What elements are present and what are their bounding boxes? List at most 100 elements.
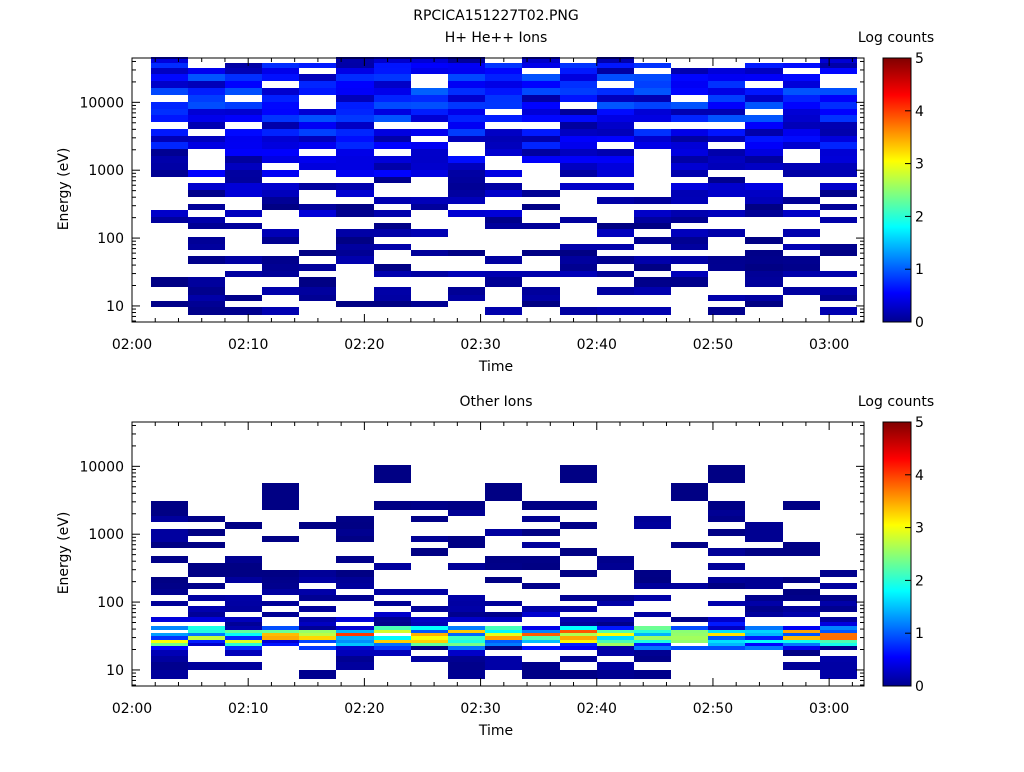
heatmap-cell <box>820 570 857 577</box>
heatmap-cell <box>262 142 299 149</box>
heatmap-cell <box>336 68 374 74</box>
heatmap-cell <box>374 210 411 217</box>
heatmap-cell <box>708 129 745 136</box>
heatmap-cell <box>411 204 448 210</box>
heatmap-cell <box>522 88 560 95</box>
heatmap-cell <box>485 217 522 223</box>
heatmap-cell <box>299 630 336 633</box>
heatmap-cell <box>448 136 485 142</box>
heatmap-cell <box>448 163 485 170</box>
heatmap-cell <box>745 646 783 650</box>
heatmap-cell <box>634 95 671 102</box>
heatmap-cell <box>336 570 374 577</box>
heatmap-cell <box>597 183 634 190</box>
heatmap-cell <box>448 563 485 570</box>
heatmap-cell <box>448 656 485 662</box>
heatmap-cell <box>783 74 820 81</box>
colorbar-tick-label: 3 <box>915 157 924 173</box>
heatmap-cell <box>671 115 708 122</box>
heatmap-cell <box>708 548 745 556</box>
heatmap-cell <box>597 88 634 95</box>
heatmap-cell <box>820 170 857 177</box>
heatmap-cell <box>783 612 820 617</box>
heatmap-cell <box>708 622 745 626</box>
heatmap-cell <box>522 57 560 63</box>
heatmap-cell <box>448 190 485 197</box>
heatmap-cell <box>745 536 783 542</box>
figure-title: RPCICA151227T02.PNG <box>413 8 578 24</box>
heatmap-cell <box>374 102 411 109</box>
heatmap-cell <box>299 606 336 612</box>
heatmap-cell <box>374 646 411 650</box>
heatmap-cell <box>597 95 634 102</box>
heatmap-cell <box>820 640 857 643</box>
heatmap-cell <box>188 170 225 177</box>
heatmap-cell <box>485 190 522 197</box>
heatmap-cell <box>374 630 411 633</box>
heatmap-cell <box>411 656 448 662</box>
heatmap-cell <box>783 256 820 264</box>
heatmap-cell <box>336 88 374 95</box>
heatmap-cell <box>448 115 485 122</box>
heatmap-cell <box>188 88 225 95</box>
heatmap-cell <box>634 210 671 217</box>
heatmap-cell <box>448 601 485 606</box>
heatmap-cell <box>299 122 336 129</box>
heatmap-cell <box>448 183 485 190</box>
heatmap-cell <box>820 88 857 95</box>
heatmap-cell <box>597 115 634 122</box>
heatmap-cell <box>634 256 671 264</box>
x-tick-label: 02:20 <box>344 337 384 353</box>
heatmap-cell <box>671 136 708 142</box>
heatmap-cell <box>448 662 485 670</box>
heatmap-cell <box>597 68 634 74</box>
heatmap-cell <box>262 307 299 315</box>
heatmap-cell <box>336 522 374 529</box>
heatmap-cell <box>708 102 745 109</box>
heatmap-cell <box>225 183 262 190</box>
heatmap-cell <box>299 250 336 256</box>
panel-title: Other Ions <box>459 394 532 410</box>
heatmap-cell <box>783 630 820 633</box>
heatmap-cell <box>522 583 560 589</box>
heatmap-cell <box>336 640 374 643</box>
heatmap-cell <box>820 307 857 315</box>
heatmap-cell <box>411 643 448 646</box>
heatmap-cell <box>188 115 225 122</box>
heatmap-cell <box>783 264 820 271</box>
heatmap-cell <box>634 636 671 640</box>
heatmap-cell <box>745 577 783 583</box>
heatmap-cell <box>188 640 225 643</box>
heatmap-cell <box>671 170 708 177</box>
heatmap-cell <box>151 217 188 223</box>
heatmap-cell <box>225 563 262 570</box>
y-tick-label: 10000 <box>79 459 124 475</box>
heatmap-cell <box>262 102 299 109</box>
heatmap-cell <box>671 163 708 170</box>
heatmap-cell <box>151 149 188 156</box>
heatmap-cell <box>262 129 299 136</box>
heatmap-cell <box>374 287 411 295</box>
heatmap-cell <box>188 74 225 81</box>
heatmap-cell <box>188 287 225 295</box>
heatmap-cell <box>634 237 671 244</box>
heatmap-cell <box>374 88 411 95</box>
heatmap-cell <box>708 636 745 640</box>
heatmap-cell <box>671 74 708 81</box>
heatmap-cell <box>336 190 374 197</box>
heatmap-cell <box>336 57 374 63</box>
heatmap-cell <box>708 95 745 102</box>
heatmap-cell <box>262 577 299 583</box>
heatmap-cell <box>188 68 225 74</box>
y-axis-label: Energy (eV) <box>56 148 72 231</box>
heatmap-cell <box>745 129 783 136</box>
heatmap-cell <box>299 636 336 640</box>
heatmap-cell <box>597 595 634 601</box>
heatmap-cell <box>634 223 671 229</box>
y-tick-label: 10 <box>106 663 124 679</box>
x-tick-label: 02:30 <box>460 701 500 717</box>
heatmap-cell <box>299 277 336 287</box>
heatmap-cell <box>597 601 634 606</box>
heatmap-cell <box>671 271 708 277</box>
heatmap-cell <box>374 465 411 483</box>
